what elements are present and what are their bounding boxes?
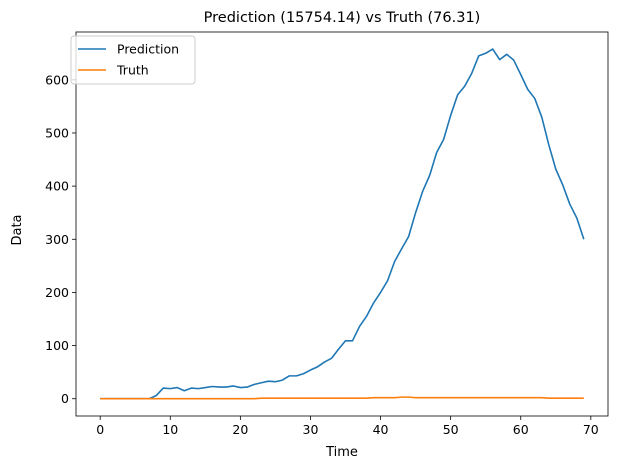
x-tick-label: 0: [96, 422, 104, 437]
series-line-truth: [100, 396, 584, 400]
x-tick-label: 20: [232, 422, 248, 437]
y-tick-label: 0: [61, 391, 69, 406]
y-tick-label: 300: [45, 232, 69, 247]
legend-label-truth: Truth: [116, 63, 149, 78]
legend-entries: Prediction Truth: [78, 42, 179, 78]
y-axis-ticks: 0 100 200 300 400 500 600: [45, 72, 76, 406]
x-axis-ticks: 0 10 20 30 40 50 60 70: [96, 416, 599, 437]
x-tick-label: 40: [373, 422, 389, 437]
y-tick-label: 600: [45, 72, 69, 87]
y-tick-label: 200: [45, 285, 69, 300]
chart-title: Prediction (15754.14) vs Truth (76.31): [204, 10, 481, 26]
plot-area: [75, 31, 609, 417]
x-tick-label: 30: [303, 422, 319, 437]
x-tick-label: 10: [162, 422, 178, 437]
legend-box: [70, 35, 196, 85]
legend: Prediction Truth: [70, 35, 196, 85]
x-tick-label: 70: [583, 422, 599, 437]
x-axis-label: Time: [325, 445, 358, 460]
x-tick-label: 50: [443, 422, 459, 437]
y-tick-label: 100: [45, 338, 69, 353]
y-tick-label: 400: [45, 179, 69, 194]
y-tick-label: 500: [45, 125, 69, 140]
x-tick-label: 60: [513, 422, 529, 437]
series-line-prediction: [100, 48, 585, 400]
series-layer: [100, 48, 585, 400]
axes-frame: [75, 31, 609, 417]
y-axis-label: Data: [10, 214, 25, 245]
legend-label-prediction: Prediction: [117, 42, 179, 57]
